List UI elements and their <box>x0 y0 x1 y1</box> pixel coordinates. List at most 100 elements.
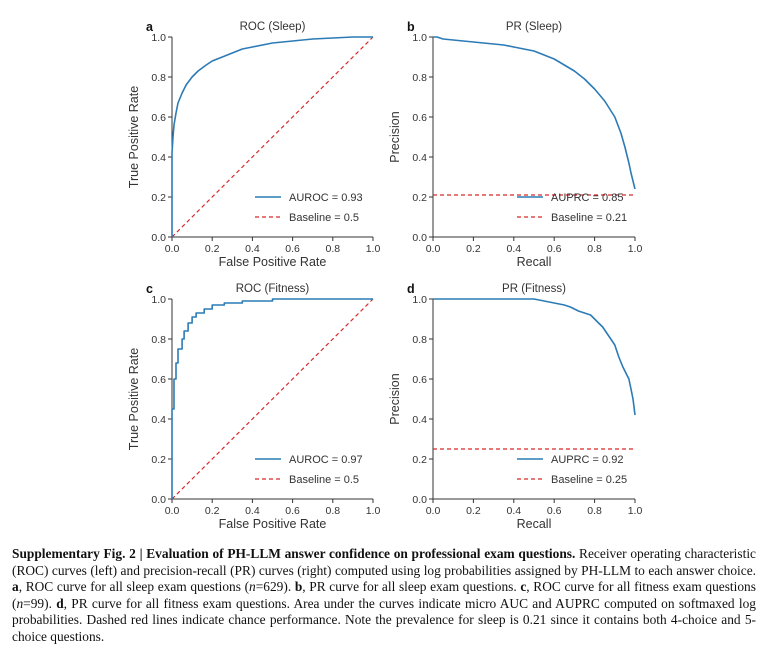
x-axis-label: Recall <box>517 255 552 269</box>
x-tick-label: 0.8 <box>325 505 340 517</box>
y-tick-label: 0.0 <box>412 494 427 506</box>
y-tick-label: 0.6 <box>412 374 427 386</box>
x-tick-label: 0.2 <box>205 243 220 255</box>
chart-title: PR (Fitness) <box>502 283 566 295</box>
panel-b: 0.0 0.2 0.4 0.6 0.8 1.0 0.0 0.2 0.4 0.6 0.8 1.0 Reca… <box>388 20 642 269</box>
x-tick-label: 1.0 <box>366 243 381 255</box>
x-tick-label: 0.8 <box>325 243 340 255</box>
panel-a: 0.0 0.2 0.4 0.6 0.8 1.0 0.0 0.2 0.4 0.6 0.8 1.0 Fals… <box>127 20 380 269</box>
y-tick-label: 0.0 <box>151 494 166 506</box>
chart-title: ROC (Fitness) <box>236 283 310 295</box>
y-axis-label: Precision <box>388 373 402 424</box>
chart-title: ROC (Sleep) <box>240 21 306 33</box>
x-tick-label: 0.4 <box>245 505 260 517</box>
x-tick-label: 0.0 <box>165 505 180 517</box>
legend-label: AUPRC = 0.92 <box>551 454 623 466</box>
x-axis-label: False Positive Rate <box>219 517 327 531</box>
y-axis-label: Precision <box>388 111 402 162</box>
caption-separator: | <box>135 546 147 561</box>
panel-letter: d <box>407 282 415 296</box>
curve-line <box>433 298 636 416</box>
y-tick-label: 0.2 <box>412 454 427 466</box>
x-tick-label: 0.6 <box>285 505 300 517</box>
y-tick-label: 0.2 <box>151 454 166 466</box>
x-tick-label: 0.2 <box>466 505 481 517</box>
caption-label: Supplementary Fig. 2 <box>12 546 136 561</box>
caption-body: Receiver operating characteristic (ROC) … <box>12 546 756 578</box>
y-tick-label: 1.0 <box>151 294 166 306</box>
legend-label: Baseline = 0.5 <box>289 212 359 224</box>
caption-n-a-value: =629). <box>255 579 295 595</box>
figure-panels: 0.0 0.2 0.4 0.6 0.8 1.0 0.0 0.2 0.4 0.6 0.8 1.0 Fals… <box>127 20 642 531</box>
y-tick-label: 0.8 <box>151 72 166 84</box>
y-tick-label: 1.0 <box>412 294 427 306</box>
panel-letter: a <box>146 20 154 34</box>
legend-label: AUROC = 0.97 <box>289 454 363 466</box>
curve-line <box>171 36 373 237</box>
x-tick-label: 0.0 <box>426 505 441 517</box>
x-tick-label: 0.8 <box>587 505 602 517</box>
y-tick-label: 0.2 <box>151 192 166 204</box>
y-axis-label: True Positive Rate <box>127 86 141 188</box>
chart-title: PR (Sleep) <box>506 21 562 33</box>
legend-label: Baseline = 0.21 <box>551 212 627 224</box>
x-tick-label: 0.0 <box>426 243 441 255</box>
caption-letter-d: d <box>56 595 64 611</box>
x-tick-label: 0.2 <box>466 243 481 255</box>
x-tick-label: 1.0 <box>628 505 643 517</box>
panel-d: 0.0 0.2 0.4 0.6 0.8 1.0 0.0 0.2 0.4 0.6 0.8 1.0 Reca… <box>388 282 642 531</box>
caption-text-b: , PR curve for all sleep exam questions. <box>302 579 521 595</box>
panel-letter: b <box>407 20 415 34</box>
figure-caption: Supplementary Fig. 2 | Evaluation of PH-… <box>12 546 756 646</box>
y-axis-label: True Positive Rate <box>127 348 141 450</box>
caption-text-c: , ROC curve for all fitness exam questio… <box>12 579 756 611</box>
caption-letter-a: a <box>12 579 19 595</box>
panel-c: 0.0 0.2 0.4 0.6 0.8 1.0 0.0 0.2 0.4 0.6 0.8 1.0 Fals… <box>127 282 380 531</box>
caption-n-c-value: =99). <box>23 595 57 611</box>
x-tick-label: 0.6 <box>547 505 562 517</box>
x-tick-label: 0.6 <box>285 243 300 255</box>
caption-text-a: , ROC curve for all sleep exam questions… <box>18 579 250 595</box>
legend-label: AUPRC = 0.85 <box>551 192 623 204</box>
y-tick-label: 0.0 <box>412 232 427 244</box>
x-tick-label: 0.8 <box>587 243 602 255</box>
y-tick-label: 0.8 <box>151 334 166 346</box>
x-tick-label: 0.6 <box>547 243 562 255</box>
caption-letter-c: c <box>520 579 527 595</box>
baseline-line <box>171 298 374 500</box>
y-tick-label: 1.0 <box>412 32 427 44</box>
legend-label: AUROC = 0.93 <box>289 192 363 204</box>
legend-label: Baseline = 0.25 <box>551 474 627 486</box>
caption-n-a: n <box>249 579 256 595</box>
y-tick-label: 0.4 <box>412 152 427 164</box>
panel-letter: c <box>146 282 153 296</box>
x-tick-label: 0.2 <box>205 505 220 517</box>
caption-n-c: n <box>16 595 24 611</box>
x-tick-label: 1.0 <box>628 243 643 255</box>
y-tick-label: 1.0 <box>151 32 166 44</box>
y-tick-label: 0.4 <box>151 414 166 426</box>
y-tick-label: 0.6 <box>151 112 166 124</box>
x-tick-label: 1.0 <box>366 505 381 517</box>
y-tick-label: 0.6 <box>151 374 166 386</box>
y-tick-label: 0.6 <box>412 112 427 124</box>
caption-title: Evaluation of PH-LLM answer confidence o… <box>146 546 576 561</box>
y-tick-label: 0.4 <box>151 152 166 164</box>
caption-letter-b: b <box>294 579 303 595</box>
baseline-line <box>171 36 374 238</box>
curve-line <box>433 36 636 190</box>
x-axis-label: Recall <box>517 517 552 531</box>
y-tick-label: 0.8 <box>412 72 427 84</box>
caption-text-d: , PR curve for all fitness exam question… <box>12 595 756 644</box>
x-axis-label: False Positive Rate <box>219 255 327 269</box>
x-tick-label: 0.0 <box>165 243 180 255</box>
y-tick-label: 0.2 <box>412 192 427 204</box>
x-tick-label: 0.4 <box>245 243 260 255</box>
x-tick-label: 0.4 <box>506 505 521 517</box>
x-tick-label: 0.4 <box>506 243 521 255</box>
curve-line <box>171 298 373 499</box>
y-tick-label: 0.8 <box>412 334 427 346</box>
y-tick-label: 0.0 <box>151 232 166 244</box>
legend-label: Baseline = 0.5 <box>289 474 359 486</box>
y-tick-label: 0.4 <box>412 414 427 426</box>
